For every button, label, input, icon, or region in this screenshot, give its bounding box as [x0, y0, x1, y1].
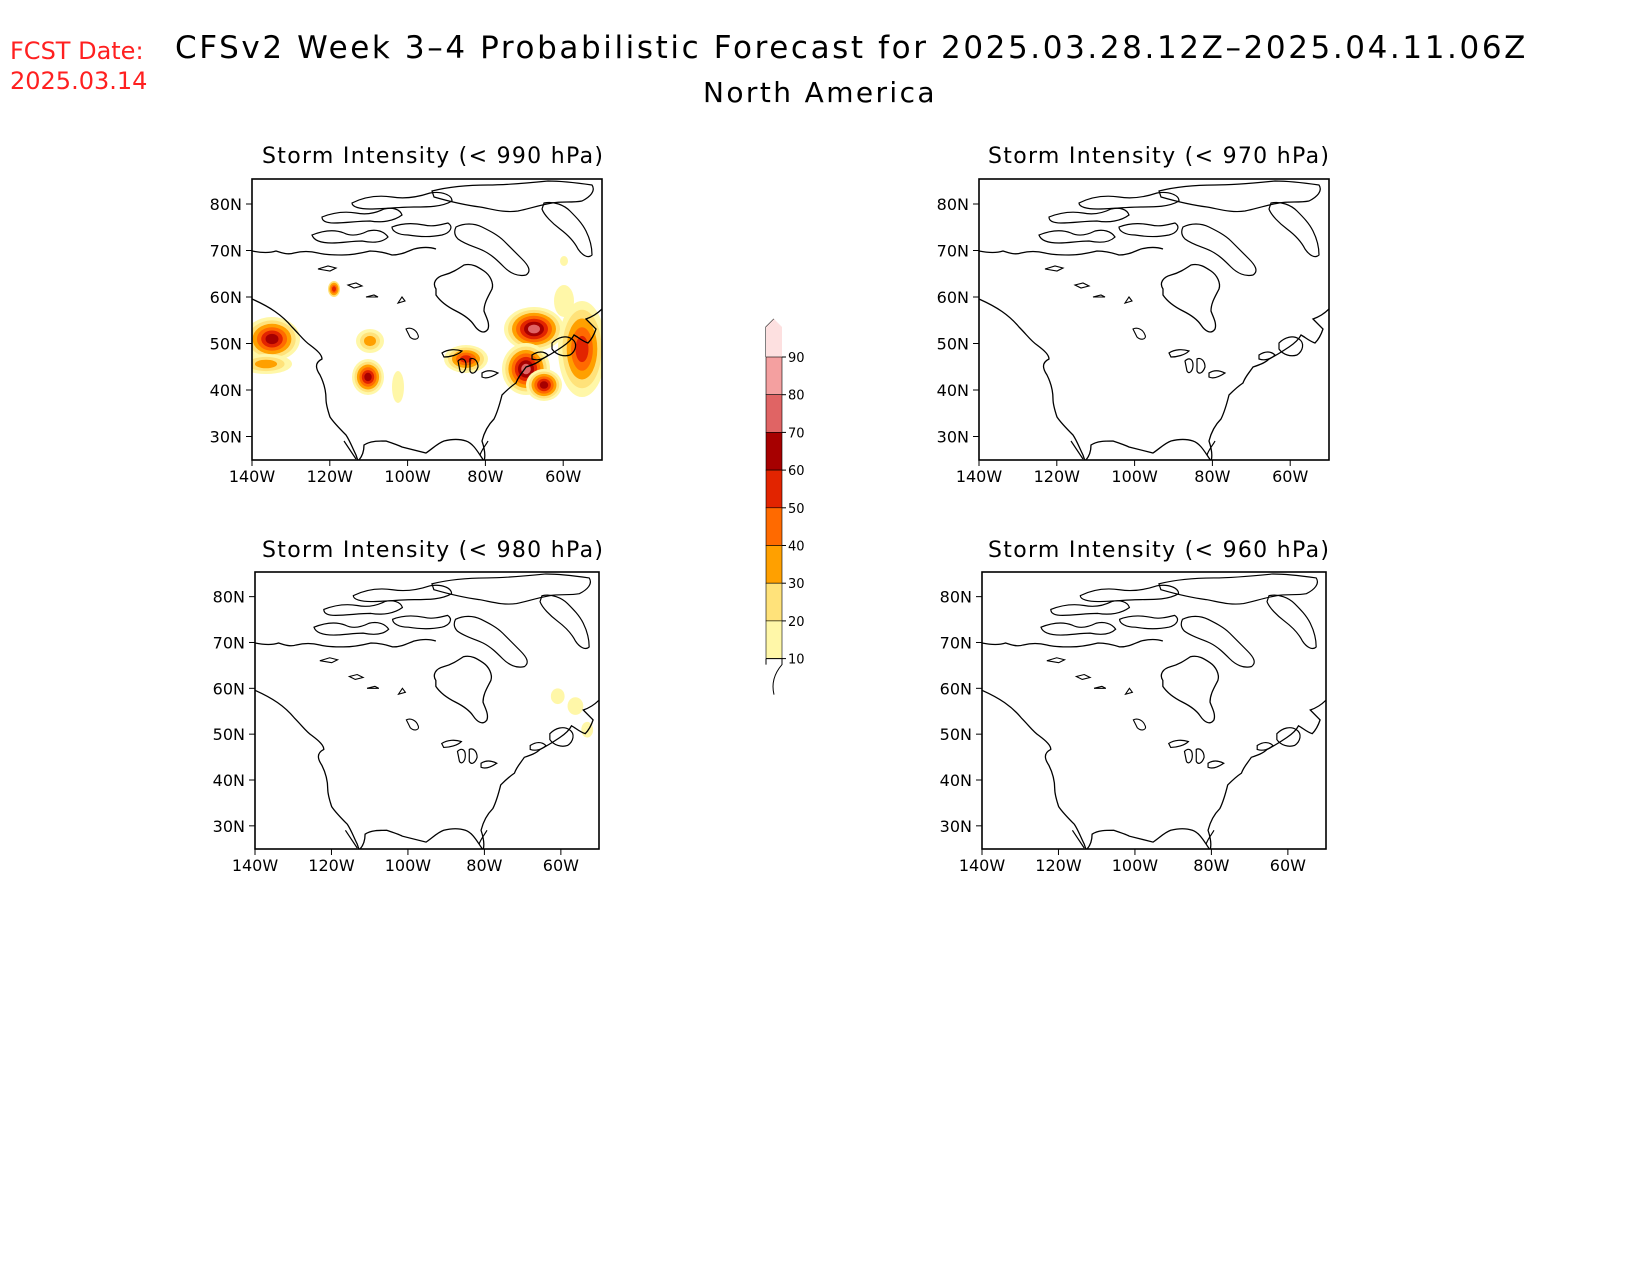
probability-shade [254, 359, 278, 369]
lon-label: 140W [232, 856, 279, 875]
lat-label: 30N [213, 817, 245, 836]
lon-label: 140W [229, 467, 276, 486]
lon-label: 120W [307, 467, 354, 486]
lon-label: 120W [1034, 467, 1081, 486]
probability-shade [332, 286, 336, 292]
map-frame [978, 178, 1330, 461]
colorbar-segment [765, 545, 783, 584]
colorbar-label: 60 [788, 464, 805, 479]
colorbar-label: 30 [788, 577, 805, 592]
lat-label: 60N [940, 679, 972, 698]
lon-label: 100W [1112, 856, 1159, 875]
probability-shade [364, 335, 376, 347]
colorbar-label: 50 [788, 502, 805, 517]
lat-label: 80N [940, 588, 972, 607]
lat-label: 70N [210, 242, 242, 261]
panel-title-970: Storm Intensity (< 970 hPa) [988, 144, 1331, 169]
map-frame [981, 571, 1327, 850]
probability-shade [550, 688, 565, 705]
lat-label: 60N [210, 288, 242, 307]
lat-label: 70N [940, 633, 972, 652]
probability-shade [364, 372, 372, 382]
panel-title-980: Storm Intensity (< 980 hPa) [262, 538, 605, 563]
map-frame [251, 178, 603, 461]
lat-label: 30N [210, 428, 242, 447]
lon-label: 120W [1035, 856, 1082, 875]
lat-label: 40N [210, 381, 242, 400]
colorbar-segment [765, 432, 783, 471]
lon-label: 120W [308, 856, 355, 875]
lon-label: 100W [384, 467, 431, 486]
lat-label: 80N [210, 195, 242, 214]
coastline [979, 180, 1329, 460]
lon-label: 60W [1270, 856, 1306, 875]
lat-label: 80N [213, 588, 245, 607]
lon-label: 60W [543, 856, 579, 875]
lat-label: 50N [940, 725, 972, 744]
forecast-date-value: 2025.03.14 [10, 67, 148, 95]
colorbar-cap-top [766, 319, 782, 357]
coastline [982, 573, 1326, 849]
map-panel-3: 80N 70N 60N 50N 40N 30N 140W 120W 100W 80W 60W [940, 571, 1327, 875]
lat-label: 30N [940, 817, 972, 836]
colorbar-segment [765, 582, 783, 622]
lon-label: 60W [545, 467, 581, 486]
probability-shade [460, 355, 472, 363]
lat-label: 40N [940, 771, 972, 790]
colorbar-segment [765, 469, 783, 509]
lat-label: 80N [937, 195, 969, 214]
lon-label: 100W [1111, 467, 1158, 486]
lon-label: 80W [1193, 856, 1229, 875]
lon-label: 100W [385, 856, 432, 875]
lat-label: 60N [213, 679, 245, 698]
colorbar-label: 20 [788, 615, 805, 630]
colorbar-label: 80 [788, 389, 805, 404]
lon-label: 60W [1272, 467, 1308, 486]
colorbar-label: 40 [788, 540, 805, 555]
colorbar-label: 90 [788, 351, 805, 366]
forecast-date-label: FCST Date: [10, 37, 144, 65]
colorbar-label: 10 [788, 653, 805, 668]
probability-shade [265, 333, 279, 345]
probability-shade [560, 256, 568, 266]
lon-label: 140W [956, 467, 1003, 486]
map-panel-0: 80N 70N 60N 50N 40N 30N 140W 120W 100W 80W 60W [210, 178, 603, 486]
panel-title-960: Storm Intensity (< 960 hPa) [988, 538, 1331, 563]
colorbar: 90 80 70 60 50 40 30 20 10 [765, 318, 805, 695]
lon-label: 140W [959, 856, 1006, 875]
region-subtitle: North America [703, 76, 937, 109]
forecast-date-block: FCST Date: 2025.03.14 [10, 36, 147, 96]
lat-label: 70N [213, 633, 245, 652]
map-panel-2: 80N 70N 60N 50N 40N 30N 140W 120W 100W 80W 60W [213, 571, 600, 875]
probability-shade [554, 285, 574, 317]
lat-label: 50N [937, 335, 969, 354]
colorbar-segment [765, 507, 783, 546]
lat-label: 40N [937, 381, 969, 400]
lon-label: 80W [467, 467, 503, 486]
lat-label: 30N [937, 428, 969, 447]
colorbar-segment [765, 356, 783, 396]
lon-label: 80W [466, 856, 502, 875]
lon-label: 80W [1194, 467, 1230, 486]
lat-label: 40N [213, 771, 245, 790]
coastline [255, 573, 599, 849]
panel-title-990: Storm Intensity (< 990 hPa) [262, 144, 605, 169]
colorbar-segment [765, 620, 783, 659]
colorbar-segment [765, 394, 783, 433]
probability-shade [567, 697, 584, 715]
lat-label: 60N [937, 288, 969, 307]
panels-layer: 80N 70N 60N 50N 40N 30N 140W 120W 100W 80W 60W 80N 7… [210, 178, 1330, 875]
probability-shade [392, 371, 404, 403]
lat-label: 50N [213, 725, 245, 744]
colorbar-label: 70 [788, 426, 805, 441]
lat-label: 70N [937, 242, 969, 261]
probability-shade [539, 381, 549, 389]
page-title: CFSv2 Week 3–4 Probabilistic Forecast fo… [175, 30, 1528, 66]
lat-label: 50N [210, 335, 242, 354]
probability-shade [528, 324, 540, 334]
map-frame [254, 571, 600, 850]
map-panel-1: 80N 70N 60N 50N 40N 30N 140W 120W 100W 80W 60W [937, 178, 1330, 486]
